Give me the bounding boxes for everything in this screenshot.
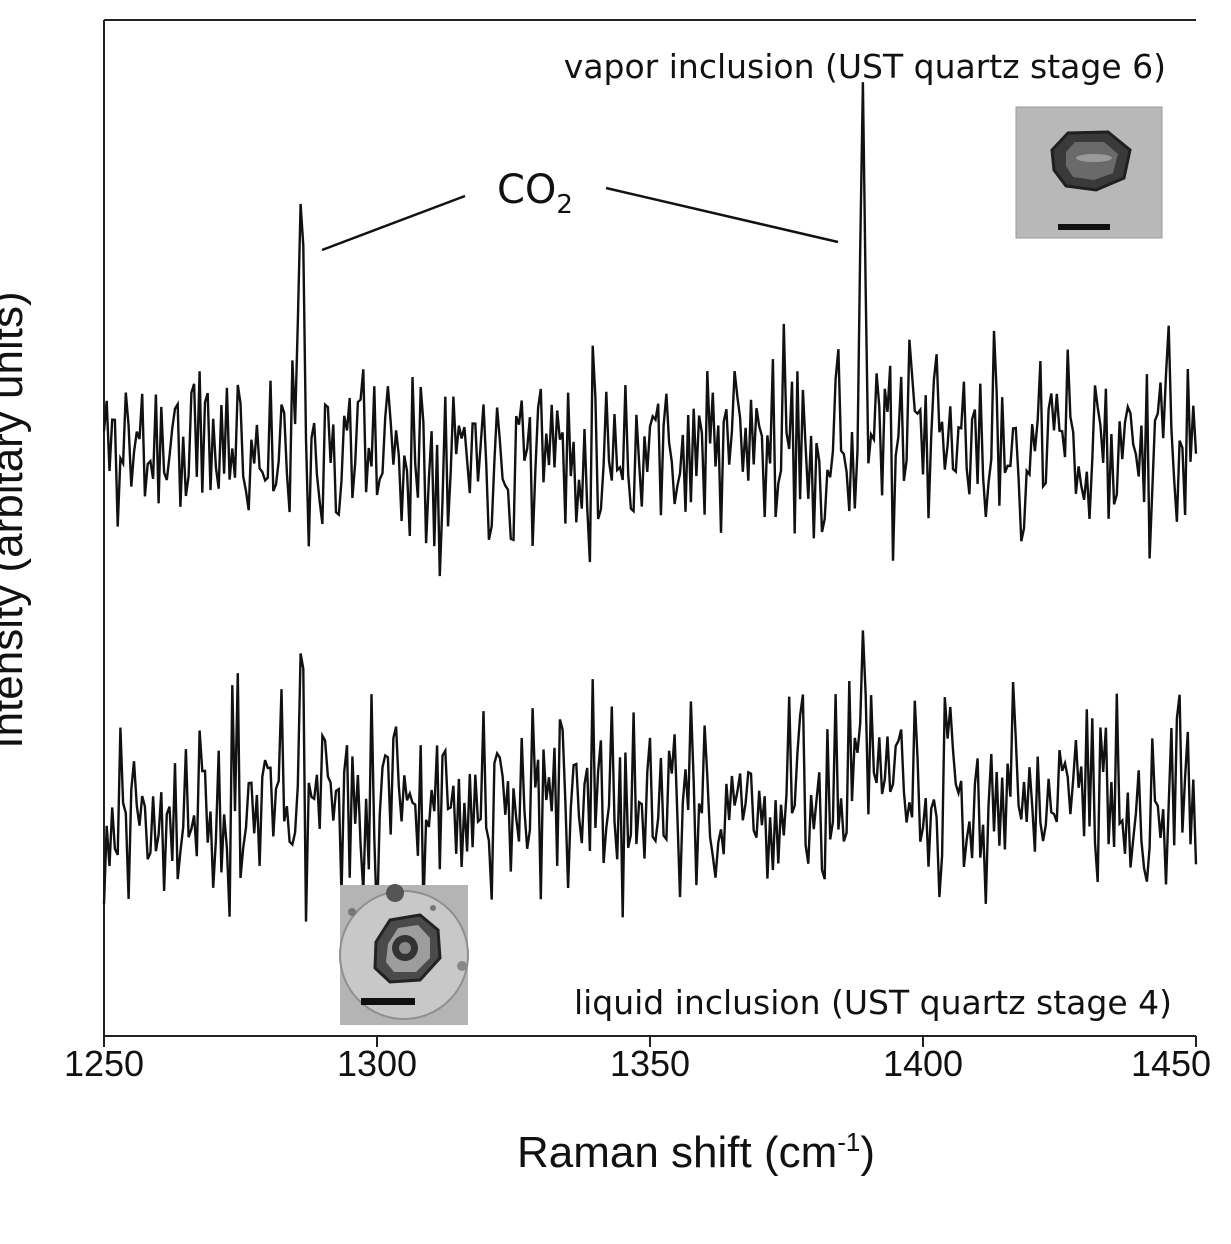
co2-leader-right	[605, 186, 839, 244]
series-line-liquid	[102, 630, 1198, 925]
co2-leader-left	[321, 194, 466, 252]
x-tick-label-1400: 1400	[883, 1043, 963, 1084]
y-axis-title: Intensity (arbitary units)	[0, 291, 32, 748]
liquid-scale-bar	[361, 998, 415, 1005]
co2-label: CO2	[497, 167, 573, 220]
vapor-series-label: vapor inclusion (UST quartz stage 6)	[564, 47, 1166, 86]
series-layer	[102, 82, 1198, 925]
x-tick-label-1350: 1350	[610, 1043, 690, 1084]
x-ticks	[103, 1036, 1197, 1047]
x-axis-title: Raman shift (cm-1)	[517, 1127, 875, 1177]
series-line-vapor	[102, 82, 1198, 577]
x-tick-labels: 1250 1300 1350 1400 1450	[64, 1043, 1211, 1084]
liquid-series-label: liquid inclusion (UST quartz stage 4)	[574, 983, 1172, 1022]
vapor-scale-bar	[1058, 224, 1110, 230]
vapor-inclusion-micrograph	[1015, 106, 1163, 239]
co2-annotation: CO2	[321, 167, 839, 252]
x-tick-label-1250: 1250	[64, 1043, 144, 1084]
x-tick-label-1450: 1450	[1131, 1043, 1211, 1084]
x-tick-label-1300: 1300	[337, 1043, 417, 1084]
liquid-inclusion-micrograph	[339, 884, 469, 1025]
